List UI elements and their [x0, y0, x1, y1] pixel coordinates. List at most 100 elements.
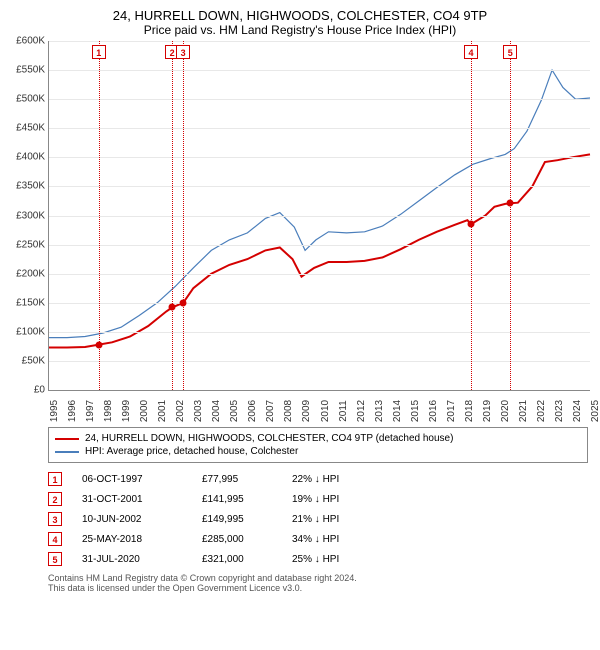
event-marker-badge: 1 [92, 45, 106, 59]
event-marker-line [471, 41, 472, 390]
sale-event-badge: 3 [48, 512, 62, 526]
x-axis-tick-label: 2010 [320, 400, 331, 422]
x-axis-tick-label: 2022 [536, 400, 547, 422]
x-axis-tick-label: 2019 [482, 400, 493, 422]
x-axis-tick-label: 2012 [356, 400, 367, 422]
x-axis-tick-label: 2020 [500, 400, 511, 422]
legend-swatch-hpi [55, 451, 79, 453]
x-axis-tick-label: 2016 [428, 400, 439, 422]
gridline-h [49, 128, 590, 129]
x-axis-tick-label: 2006 [247, 400, 258, 422]
y-axis-tick-label: £600K [1, 36, 45, 47]
x-axis-tick-label: 2000 [139, 400, 150, 422]
sale-point-marker [467, 221, 474, 228]
event-marker-badge: 4 [464, 45, 478, 59]
sale-event-row: 231-OCT-2001£141,99519% ↓ HPI [48, 489, 588, 509]
gridline-h [49, 70, 590, 71]
sale-event-badge: 5 [48, 552, 62, 566]
sale-events-table: 106-OCT-1997£77,99522% ↓ HPI231-OCT-2001… [48, 469, 588, 569]
x-axis-tick-label: 1998 [103, 400, 114, 422]
legend-label-property: 24, HURRELL DOWN, HIGHWOODS, COLCHESTER,… [85, 433, 453, 444]
sale-point-marker [169, 304, 176, 311]
x-axis-tick-label: 2001 [157, 400, 168, 422]
gridline-h [49, 157, 590, 158]
sale-event-row: 106-OCT-1997£77,99522% ↓ HPI [48, 469, 588, 489]
y-axis-tick-label: £200K [1, 268, 45, 279]
x-axis-tick-label: 1999 [121, 400, 132, 422]
sale-event-price: £321,000 [202, 554, 272, 565]
y-axis-tick-label: £300K [1, 210, 45, 221]
attribution-line-2: This data is licensed under the Open Gov… [48, 583, 588, 593]
sale-event-row: 5 31-JUL-2020 £321,000 25% ↓ HPI [48, 549, 588, 569]
gridline-h [49, 186, 590, 187]
chart-legend: 24, HURRELL DOWN, HIGHWOODS, COLCHESTER,… [48, 427, 588, 463]
x-axis-tick-label: 1996 [67, 400, 78, 422]
y-axis-tick-label: £550K [1, 65, 45, 76]
x-axis-tick-label: 2018 [464, 400, 475, 422]
sale-event-delta: 34% ↓ HPI [292, 534, 372, 545]
y-axis-tick-label: £350K [1, 181, 45, 192]
sale-event-delta: 21% ↓ HPI [292, 514, 372, 525]
x-axis-tick-label: 2002 [175, 400, 186, 422]
y-axis-tick-label: £150K [1, 297, 45, 308]
sale-event-delta: 25% ↓ HPI [292, 554, 372, 565]
attribution-text: Contains HM Land Registry data © Crown c… [48, 573, 588, 593]
sale-event-row: 4 25-MAY-2018 £285,000 34% ↓ HPI [48, 529, 588, 549]
chart-title: 24, HURRELL DOWN, HIGHWOODS, COLCHESTER,… [0, 0, 600, 23]
event-marker-badge: 5 [503, 45, 517, 59]
gridline-h [49, 216, 590, 217]
attribution-line-1: Contains HM Land Registry data © Crown c… [48, 573, 588, 583]
y-axis-tick-label: £400K [1, 152, 45, 163]
line-series-property [49, 154, 590, 347]
sale-event-badge: 1 [48, 472, 62, 486]
y-axis-tick-label: £250K [1, 239, 45, 250]
event-marker-line [183, 41, 184, 390]
gridline-h [49, 303, 590, 304]
x-axis-tick-label: 2003 [193, 400, 204, 422]
gridline-h [49, 274, 590, 275]
gridline-h [49, 361, 590, 362]
sale-event-date: 31-JUL-2020 [82, 554, 182, 565]
x-axis-tick-label: 2021 [518, 400, 529, 422]
chart-plot-area: £0£50K£100K£150K£200K£250K£300K£350K£400… [48, 41, 590, 391]
y-axis-tick-label: £0 [1, 385, 45, 396]
x-axis-tick-label: 2011 [338, 400, 349, 422]
gridline-h [49, 245, 590, 246]
chart-subtitle: Price paid vs. HM Land Registry's House … [0, 23, 600, 41]
gridline-h [49, 99, 590, 100]
sale-event-badge: 2 [48, 492, 62, 506]
x-axis-tick-label: 2013 [374, 400, 385, 422]
gridline-h [49, 41, 590, 42]
x-axis-tick-label: 1997 [85, 400, 96, 422]
sale-event-date: 10-JUN-2002 [82, 514, 182, 525]
sale-event-date: 25-MAY-2018 [82, 534, 182, 545]
sale-event-price: £77,995 [202, 474, 272, 485]
sale-event-date: 31-OCT-2001 [82, 494, 182, 505]
legend-item-hpi: HPI: Average price, detached house, Colc… [55, 445, 581, 458]
x-axis-tick-label: 2015 [410, 400, 421, 422]
sale-event-badge: 4 [48, 532, 62, 546]
x-axis-tick-label: 1995 [49, 400, 60, 422]
sale-event-delta: 19% ↓ HPI [292, 494, 372, 505]
x-axis-tick-label: 2005 [229, 400, 240, 422]
x-axis-tick-label: 2008 [283, 400, 294, 422]
event-marker-line [99, 41, 100, 390]
event-marker-line [172, 41, 173, 390]
x-axis-tick-label: 2025 [590, 400, 600, 422]
event-marker-line [510, 41, 511, 390]
y-axis-tick-label: £450K [1, 123, 45, 134]
x-axis-tick-label: 2007 [265, 400, 276, 422]
x-axis-tick-label: 2017 [446, 400, 457, 422]
legend-label-hpi: HPI: Average price, detached house, Colc… [85, 446, 298, 457]
legend-swatch-property [55, 438, 79, 440]
y-axis-tick-label: £100K [1, 326, 45, 337]
sale-event-date: 06-OCT-1997 [82, 474, 182, 485]
x-axis-tick-label: 2014 [392, 400, 403, 422]
sale-point-marker [507, 200, 514, 207]
sale-event-row: 3 10-JUN-2002 £149,995 21% ↓ HPI [48, 509, 588, 529]
gridline-h [49, 332, 590, 333]
sale-event-price: £149,995 [202, 514, 272, 525]
sale-event-price: £285,000 [202, 534, 272, 545]
x-axis-tick-label: 2009 [301, 400, 312, 422]
y-axis-tick-label: £500K [1, 94, 45, 105]
